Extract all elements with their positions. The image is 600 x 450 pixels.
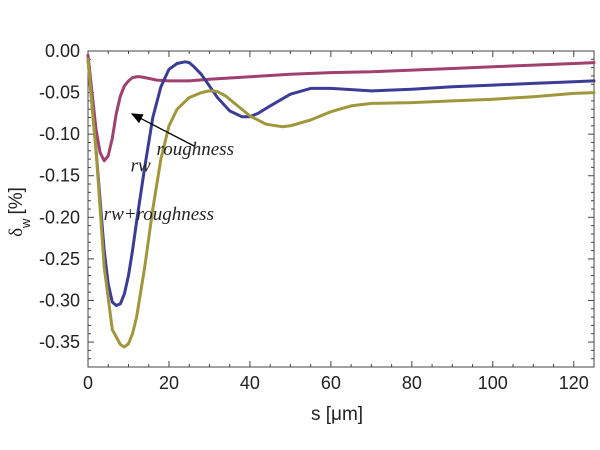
series-group (86, 53, 596, 349)
y-tick-label: -0.35 (39, 332, 80, 352)
x-tick-label: 80 (402, 373, 422, 393)
annotation-label: rw+roughness (104, 204, 214, 225)
series-line-rw-roughness (86, 57, 596, 349)
annotations: rw roughness rw+roughness (104, 113, 234, 225)
annotation-label: roughness (157, 139, 234, 160)
y-tick-label: -0.25 (39, 249, 80, 269)
x-tick-label: 100 (478, 373, 508, 393)
y-axis-title-main: δ (6, 228, 27, 237)
y-tick-label: -0.05 (39, 83, 80, 103)
x-axis-title: s [μm] (311, 404, 363, 425)
annotation-arrow (130, 113, 196, 148)
x-tick-label: 40 (240, 373, 260, 393)
axis-ticks: 0 20 40 60 80 100 120 0.00 -0.05 -0.10 -0.15 -0.20 -… (39, 41, 594, 393)
annotation-label: rw (131, 156, 151, 177)
series-line-roughness (86, 53, 596, 163)
y-axis-title: δw [%] (6, 187, 33, 237)
x-tick-label: 0 (83, 373, 93, 393)
y-tick-label: -0.10 (39, 124, 80, 144)
x-tick-label: 120 (559, 373, 589, 393)
y-axis-title-group: δw [%] (6, 187, 33, 237)
series-line-rw (86, 57, 596, 307)
y-tick-label: -0.30 (39, 290, 80, 310)
x-tick-label: 20 (159, 373, 179, 393)
y-axis-title-unit: [%] (6, 187, 27, 214)
y-axis-title-sub: w (18, 218, 33, 229)
y-tick-label: 0.00 (45, 41, 80, 61)
x-tick-label: 60 (321, 373, 341, 393)
y-tick-label: -0.20 (39, 207, 80, 227)
y-tick-label: -0.15 (39, 166, 80, 186)
